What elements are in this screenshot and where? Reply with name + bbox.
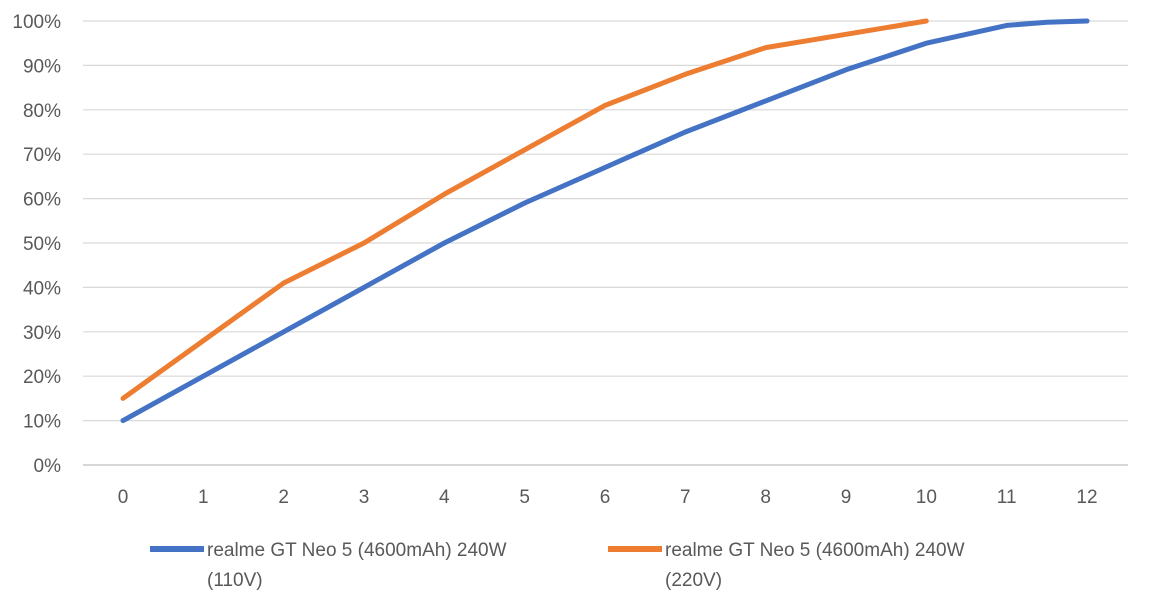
x-tick-label: 11	[997, 487, 1017, 508]
series-line-110v	[120, 18, 1090, 424]
legend-label-220v-line1: realme GT Neo 5 (4600mAh) 240W	[665, 540, 965, 561]
y-tick-label: 0%	[34, 456, 62, 477]
x-tick-label: 1	[198, 487, 209, 508]
legend: realme GT Neo 5 (4600mAh) 240W (110V) re…	[150, 540, 965, 591]
x-tick-label: 6	[600, 487, 611, 508]
x-tick-label: 3	[359, 487, 370, 508]
y-tick-label: 30%	[23, 323, 61, 344]
legend-entry-220v: realme GT Neo 5 (4600mAh) 240W (220V)	[608, 540, 965, 591]
y-tick-label: 60%	[23, 190, 61, 211]
legend-label-220v-line2: (220V)	[665, 570, 722, 591]
legend-label-110v-line2: (110V)	[207, 570, 263, 591]
x-tick-label: 2	[278, 487, 289, 508]
y-tick-label: 100%	[12, 12, 61, 33]
x-tick-label: 8	[760, 487, 771, 508]
x-tick-label: 0	[118, 487, 129, 508]
x-axis-tick-labels: 0 1 2 3 4 5 6 7 8 9 10 11 12	[118, 487, 1098, 508]
x-tick-label: 10	[916, 487, 937, 508]
series-lines	[120, 18, 1090, 424]
y-axis-tick-labels: 0% 10% 20% 30% 40% 50% 60% 70% 80% 90% 100%	[12, 12, 61, 477]
series-line-220v	[120, 18, 929, 401]
y-tick-label: 50%	[23, 234, 61, 255]
x-tick-label: 9	[841, 487, 852, 508]
x-tick-label: 7	[680, 487, 691, 508]
y-tick-label: 40%	[23, 278, 61, 299]
x-tick-label: 4	[439, 487, 450, 508]
legend-label-110v-line1: realme GT Neo 5 (4600mAh) 240W	[207, 540, 507, 561]
y-tick-label: 10%	[23, 412, 61, 433]
x-tick-label: 12	[1076, 487, 1097, 508]
y-tick-label: 80%	[23, 101, 61, 122]
gridlines	[83, 20, 1128, 466]
y-tick-label: 70%	[23, 145, 61, 166]
y-tick-label: 20%	[23, 367, 61, 388]
x-tick-label: 5	[519, 487, 530, 508]
y-tick-label: 90%	[23, 56, 61, 77]
legend-entry-110v: realme GT Neo 5 (4600mAh) 240W (110V)	[150, 540, 507, 591]
